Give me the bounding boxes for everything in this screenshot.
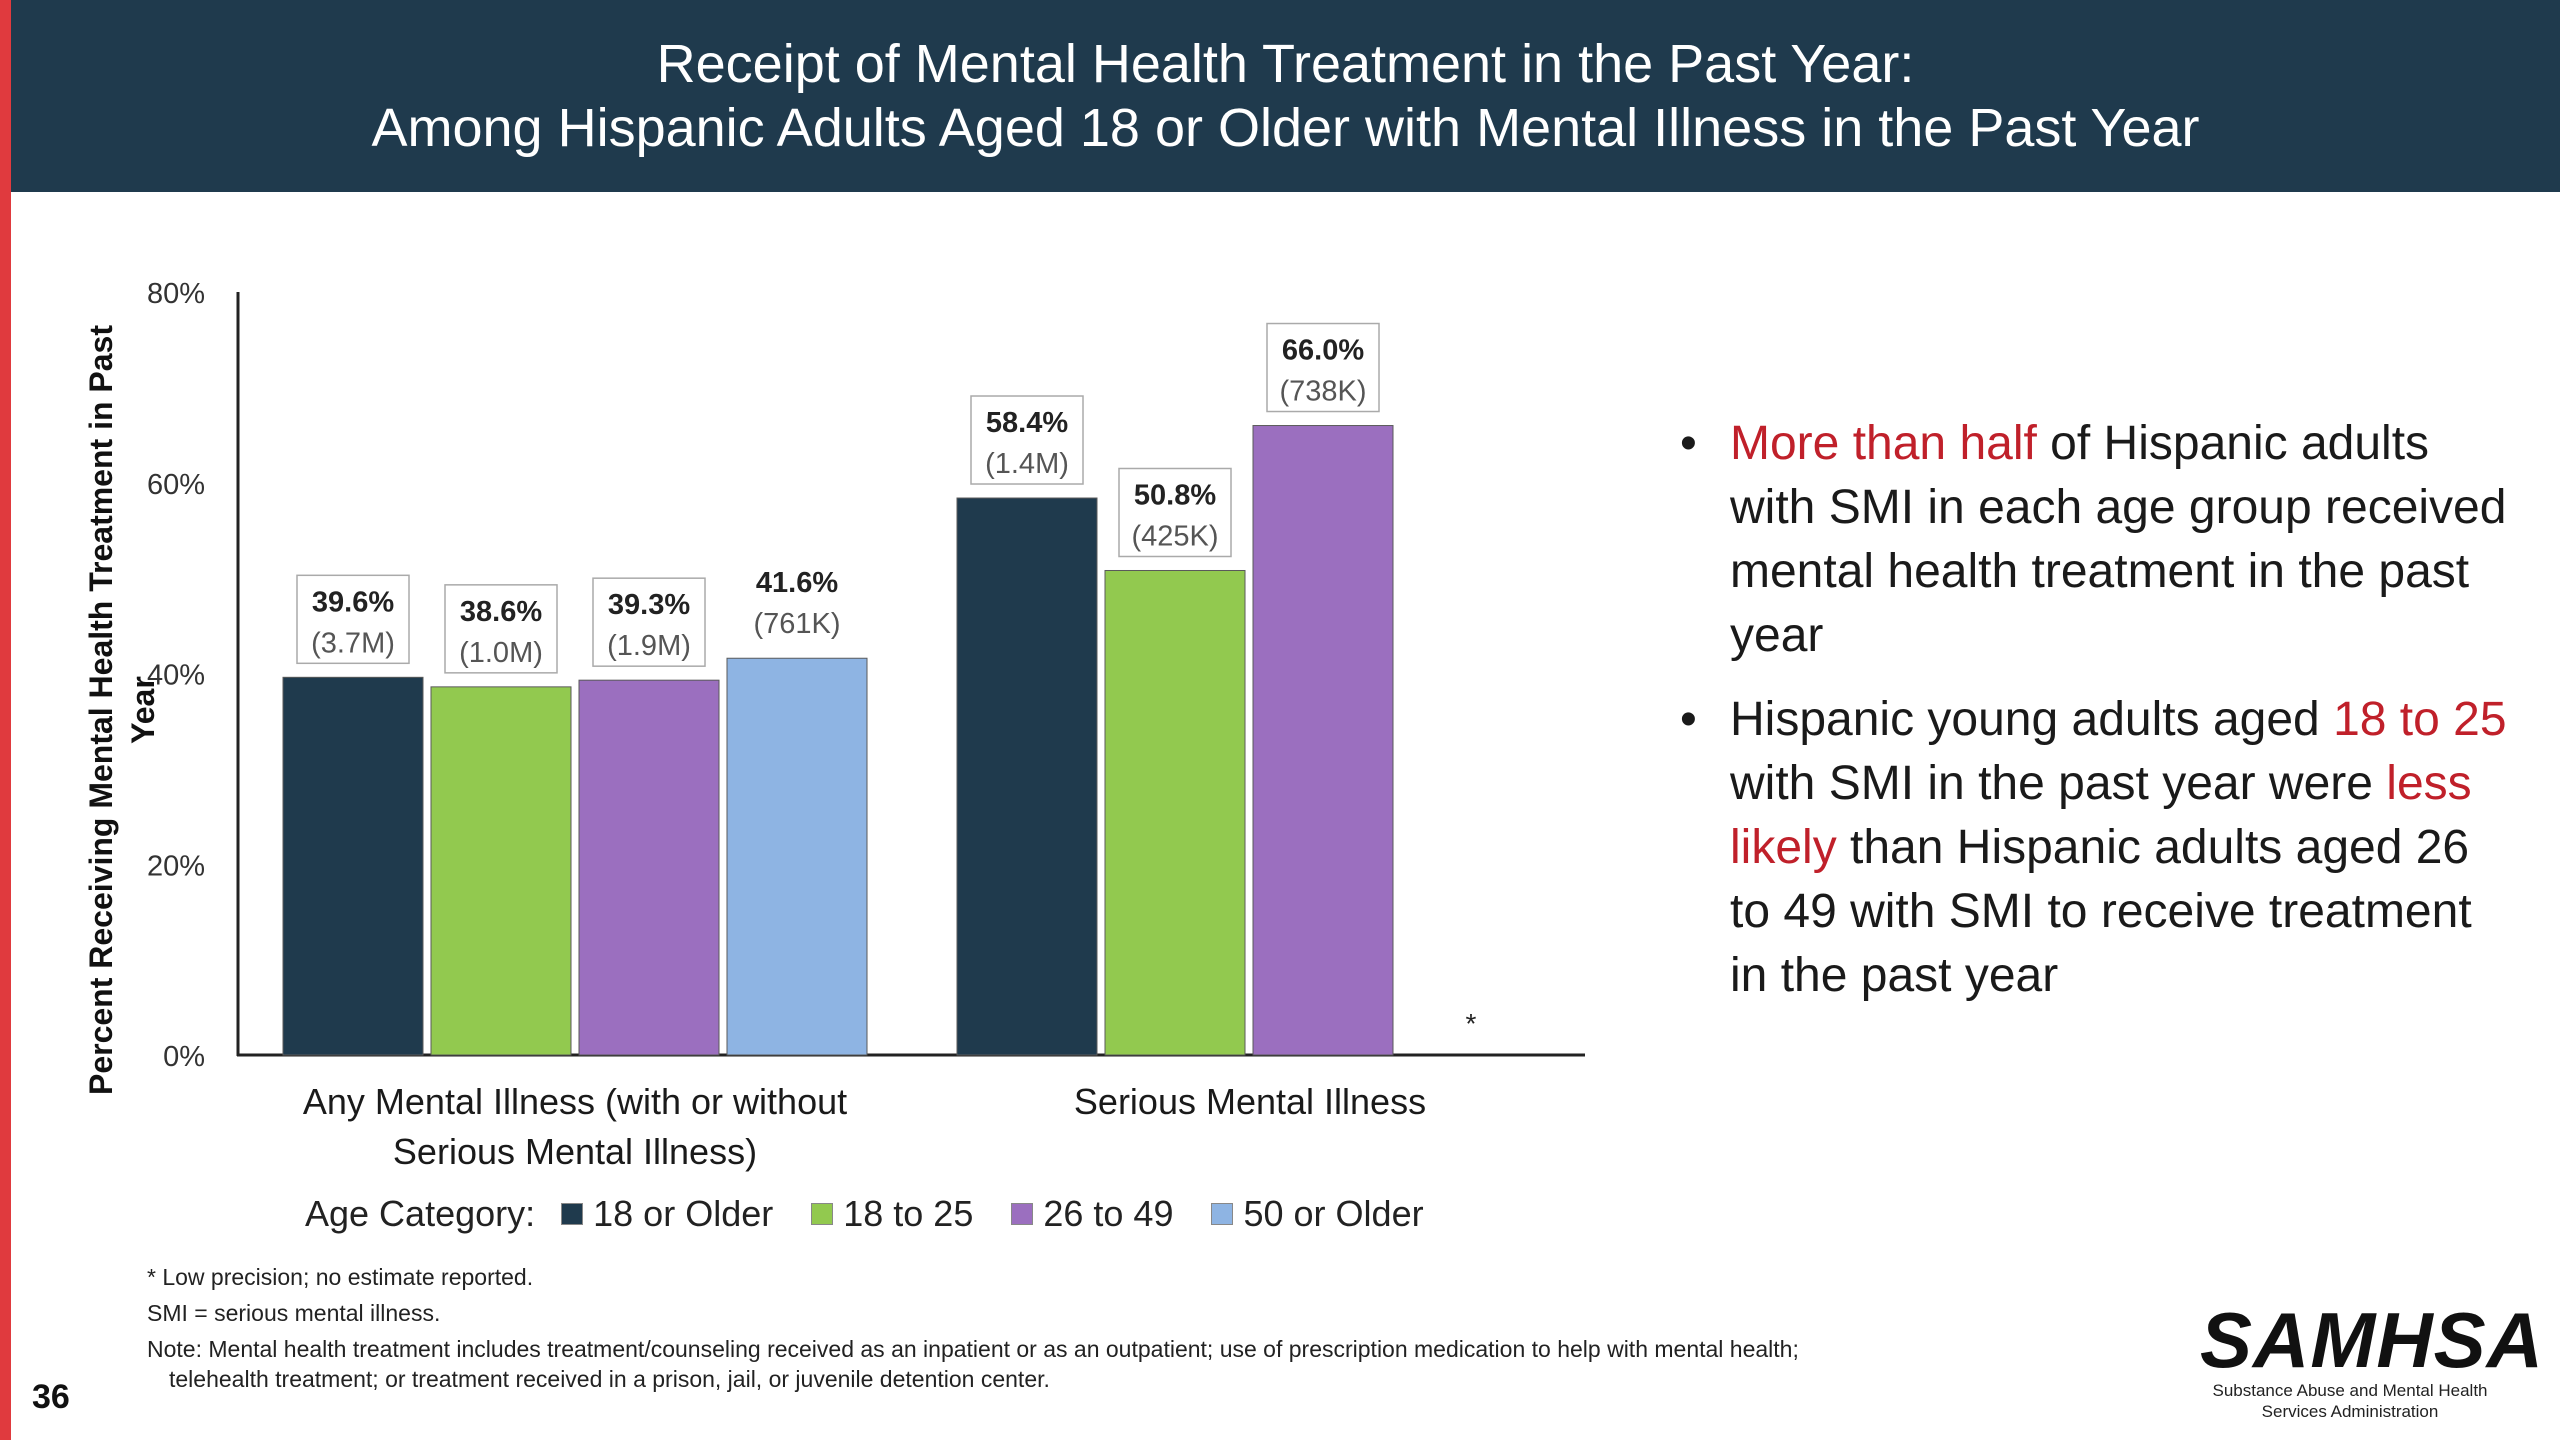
data-label-value: 58.4% bbox=[986, 407, 1068, 439]
bar bbox=[726, 657, 868, 1056]
data-label-box bbox=[592, 577, 706, 667]
slide-title-line-1: Receipt of Mental Health Treatment in th… bbox=[656, 34, 1915, 94]
legend-item-26-to-49: 26 to 49 bbox=[1011, 1193, 1173, 1235]
logo-subtitle-1: Substance Abuse and Mental Health bbox=[2212, 1381, 2488, 1400]
logo-subtitle-2: Services Administration bbox=[2261, 1402, 2439, 1421]
data-label-count: (1.9M) bbox=[607, 630, 691, 662]
y-tick-label: 20% bbox=[147, 850, 205, 882]
y-tick-label: 60% bbox=[147, 469, 205, 501]
data-label-count: (761K) bbox=[753, 608, 840, 640]
data-label-box bbox=[970, 395, 1084, 485]
bar bbox=[956, 497, 1098, 1056]
page-number: 36 bbox=[32, 1378, 70, 1416]
y-tick-label: 40% bbox=[147, 660, 205, 692]
data-label-box bbox=[296, 574, 410, 665]
bar bbox=[430, 686, 572, 1056]
bar bbox=[578, 679, 720, 1056]
legend-label: 50 or Older bbox=[1243, 1193, 1424, 1234]
slide-title-line-2: Among Hispanic Adults Aged 18 or Older w… bbox=[371, 98, 2200, 158]
data-label-count: (738K) bbox=[1279, 376, 1366, 408]
data-label-value: 38.6% bbox=[460, 596, 542, 628]
y-tick-label: 0% bbox=[163, 1041, 205, 1073]
bullet-2-part-3: than Hispanic adults aged 26 to 49 with … bbox=[1730, 821, 2472, 1002]
bullet-2-highlight-less-likely: less likely bbox=[1730, 757, 2472, 874]
bar bbox=[1252, 425, 1394, 1056]
chart-legend: Age Category: 18 or Older 18 to 25 26 to… bbox=[305, 1190, 1462, 1238]
legend-item-18-to-25: 18 to 25 bbox=[811, 1193, 973, 1235]
y-tick-label: 80% bbox=[147, 278, 205, 310]
left-accent-bar bbox=[0, 0, 11, 1440]
bullet-1-text: More than half of Hispanic adults with S… bbox=[1730, 412, 2520, 668]
data-label-value: 41.6% bbox=[756, 567, 838, 599]
bullet-2-part-1: Hispanic young adults aged bbox=[1730, 693, 2334, 746]
footnote-note-continued: telehealth treatment; or treatment recei… bbox=[169, 1366, 1050, 1392]
data-label-box bbox=[444, 584, 558, 674]
footnotes: * Low precision; no estimate reported. S… bbox=[147, 1262, 2147, 1394]
bullet-dot: • bbox=[1680, 693, 1697, 746]
bullet-2-highlight-age: 18 to 25 bbox=[2333, 693, 2507, 746]
data-label-value: 50.8% bbox=[1134, 479, 1216, 511]
data-label-box bbox=[1266, 322, 1380, 413]
legend-title: Age Category: bbox=[305, 1193, 536, 1234]
footnote-precision: * Low precision; no estimate reported. bbox=[147, 1264, 534, 1290]
data-label-count: (3.7M) bbox=[311, 627, 395, 659]
legend-item-50-or-older: 50 or Older bbox=[1211, 1193, 1424, 1235]
legend-label: 18 to 25 bbox=[843, 1193, 974, 1234]
title-bar: Receipt of Mental Health Treatment in th… bbox=[11, 0, 2560, 192]
data-label-count: (1.0M) bbox=[459, 637, 543, 669]
data-label-count: (425K) bbox=[1131, 520, 1218, 552]
legend-label: 18 or Older bbox=[593, 1193, 774, 1234]
data-label-value: 39.6% bbox=[312, 586, 394, 618]
bullet-1: • More than half of Hispanic adults with… bbox=[1680, 412, 2520, 668]
bar bbox=[1104, 569, 1246, 1056]
bullet-2: • Hispanic young adults aged 18 to 25 wi… bbox=[1680, 688, 2520, 1008]
footnote-note: Note: Mental health treatment includes t… bbox=[147, 1336, 1799, 1362]
no-estimate-marker: * bbox=[1466, 1008, 1477, 1039]
key-findings: • More than half of Hispanic adults with… bbox=[1680, 412, 2520, 1028]
bullet-2-part-2: with SMI in the past year were bbox=[1730, 757, 2387, 810]
x-category-label: Any Mental Illness (with or without bbox=[303, 1081, 847, 1122]
data-label-value: 39.3% bbox=[608, 589, 690, 621]
legend-swatch bbox=[811, 1203, 834, 1225]
bullet-1-highlight: More than half bbox=[1730, 417, 2037, 470]
x-category-label: Serious Mental Illness bbox=[1074, 1081, 1426, 1122]
y-axis-title: Percent Receiving Mental Health Treatmen… bbox=[83, 325, 161, 1096]
data-label-value: 66.0% bbox=[1282, 335, 1364, 367]
legend-item-18-or-older: 18 or Older bbox=[561, 1193, 773, 1235]
data-label-count: (1.4M) bbox=[985, 448, 1069, 480]
legend-swatch bbox=[561, 1203, 584, 1225]
legend-swatch bbox=[1011, 1203, 1034, 1225]
bullet-2-text: Hispanic young adults aged 18 to 25 with… bbox=[1730, 688, 2520, 1008]
bullet-dot: • bbox=[1680, 417, 1697, 470]
logo-wordmark: SAMHSA bbox=[2200, 1296, 2545, 1384]
legend-label: 26 to 49 bbox=[1043, 1193, 1174, 1234]
bar bbox=[282, 676, 424, 1056]
x-category-label: Serious Mental Illness) bbox=[393, 1131, 757, 1172]
footnote-smi: SMI = serious mental illness. bbox=[147, 1300, 441, 1326]
data-label-box bbox=[1118, 467, 1232, 558]
legend-swatch bbox=[1211, 1203, 1234, 1225]
samhsa-logo: SAMHSA Substance Abuse and Mental Health… bbox=[2200, 1296, 2545, 1422]
bullet-1-rest: of Hispanic adults with SMI in each age … bbox=[1730, 417, 2507, 662]
